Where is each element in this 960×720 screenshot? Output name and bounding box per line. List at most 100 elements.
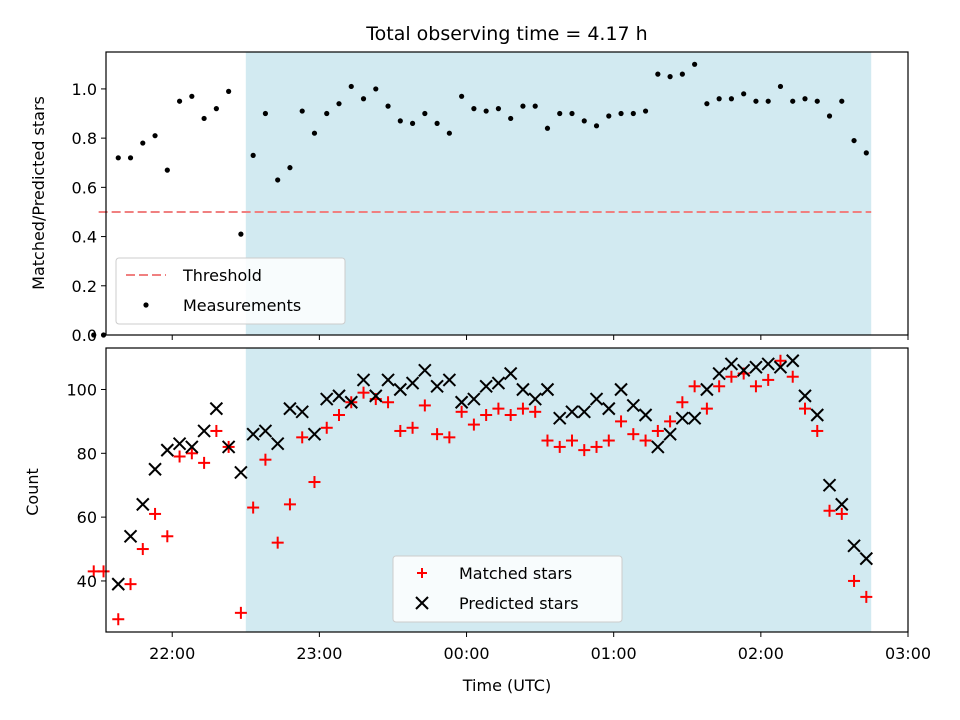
measurement-point (692, 61, 698, 67)
matched-star-point (161, 530, 174, 543)
measurement-point (728, 96, 735, 102)
predicted-star-point (442, 373, 457, 387)
measurement-point (753, 98, 759, 104)
measurement-point (287, 165, 293, 171)
predicted-star-point (136, 497, 150, 512)
predicted-star-point (773, 360, 788, 374)
predicted-star-point (835, 497, 849, 512)
predicted-star-point (602, 401, 616, 416)
measurement-point (226, 88, 232, 94)
matched-star-point (259, 453, 272, 466)
measurement-point (434, 120, 440, 126)
top-panel: 0.0 0.2 0.4 0.6 0.8 1.0 Matched/Predicted sta… (29, 51, 909, 345)
measurement-point (581, 118, 587, 124)
matched-star-point (713, 380, 726, 393)
matched-star-point (541, 434, 554, 447)
predicted-star-point (528, 392, 542, 406)
top-x-ticks (171, 335, 909, 340)
matched-star-point (357, 386, 370, 399)
predicted-legend-swatch (415, 596, 429, 610)
predicted-star-point (577, 405, 591, 419)
predicted-star-point (503, 366, 518, 381)
chart-title: Total observing time = 4.17 h (365, 23, 647, 45)
predicted-star-point (614, 382, 628, 397)
matched-star-point (431, 428, 444, 441)
matched-star-point (565, 434, 578, 447)
predicted-star-point (393, 382, 408, 397)
x-tick-label: 01:00 (591, 644, 637, 663)
matched-star-point (835, 507, 848, 520)
predicted-star-point (172, 437, 187, 451)
predicted-star-point (700, 382, 714, 397)
measurement-point (91, 332, 97, 338)
measurement-point (704, 101, 710, 107)
matched-star-point (308, 476, 321, 489)
measurement-point (385, 103, 391, 109)
bottom-legend-box (392, 555, 623, 623)
predicted-star-point (810, 408, 824, 422)
matched-star-point (492, 402, 505, 415)
measurements-legend-label: Measurements (183, 296, 301, 315)
predicted-star-point (381, 373, 395, 387)
matched-star-point (627, 428, 640, 441)
measurement-point (459, 93, 465, 99)
measurement-point (593, 123, 600, 129)
threshold-legend-label: Threshold (182, 266, 262, 285)
measurement-point (311, 130, 318, 136)
measurement-point (275, 177, 281, 183)
matched-star-point (639, 434, 652, 447)
matched-star-point (578, 444, 591, 457)
matched-star-point (97, 565, 110, 578)
predicted-legend-label: Predicted stars (459, 594, 579, 613)
predicted-star-point (405, 376, 420, 390)
measurement-point (189, 93, 195, 99)
predicted-star-point (651, 440, 665, 454)
matched-star-point (418, 399, 431, 412)
measurement-point (250, 152, 256, 158)
predicted-star-point (859, 551, 874, 566)
y-tick-label: 0.0 (72, 326, 97, 345)
predicted-star-point (663, 427, 677, 441)
measurement-point (642, 108, 649, 114)
top-plot-frame (105, 51, 909, 336)
predicted-star-point (565, 405, 579, 419)
matched-star-point (283, 498, 296, 511)
predicted-star-point (786, 354, 800, 368)
predicted-star-point (209, 401, 224, 416)
predicted-star-point (822, 478, 837, 492)
measurement-point (520, 103, 526, 109)
y-tick-label: 0.6 (72, 178, 97, 197)
matched-star-point (136, 543, 149, 556)
matched-star-point (247, 501, 260, 514)
top-y-ticks: 0.0 0.2 0.4 0.6 0.8 1.0 (72, 80, 106, 345)
matched-star-point (112, 613, 125, 626)
x-tick-label: 23:00 (296, 644, 342, 663)
predicted-star-point (307, 427, 322, 441)
predicted-star-point (148, 462, 162, 476)
predicted-star-point (295, 405, 309, 419)
predicted-star-point (283, 401, 297, 416)
matched-star-point (234, 606, 247, 619)
matched-star-point (651, 424, 664, 437)
measurement-point (863, 150, 869, 156)
predicted-star-point (736, 363, 751, 378)
measurement-point (127, 155, 134, 161)
predicted-star-point (712, 366, 726, 381)
x-tick-label: 00:00 (443, 644, 489, 663)
matched-star-point (467, 418, 480, 431)
matched-star-point (332, 409, 345, 422)
measurement-point (544, 125, 551, 131)
matched-star-point (860, 590, 873, 603)
measurement-point (397, 118, 403, 124)
matched-star-point (455, 405, 468, 418)
bottom-y-ticks: 40 60 80 100 (66, 380, 106, 591)
matched-star-point (676, 396, 689, 409)
predicted-star-point (111, 577, 125, 591)
measurement-point (238, 231, 244, 237)
bottom-y-axis-label: Count (23, 468, 42, 516)
predicted-star-point (847, 539, 861, 553)
predicted-star-point (123, 529, 138, 543)
measurement-point (839, 98, 845, 104)
measurement-point (262, 110, 269, 117)
